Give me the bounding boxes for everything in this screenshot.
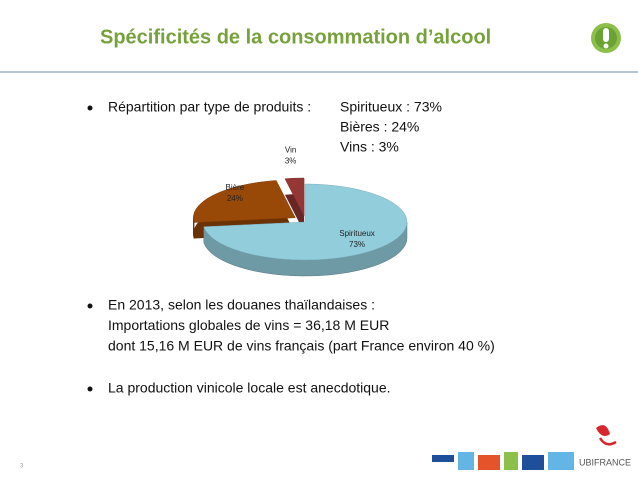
- bullet-text: En 2013, selon les douanes thaïlandaises…: [108, 297, 375, 313]
- pie-slice: [284, 177, 305, 217]
- bullet-text: La production vinicole locale est anecdo…: [108, 380, 391, 396]
- pie-label-name: Bière: [226, 183, 245, 192]
- slide-title: Spécificités de la consommation d’alcool: [100, 26, 491, 48]
- bullet-detail: Vins : 3%: [340, 139, 399, 155]
- logo-text: UBIFRANCE: [579, 457, 631, 467]
- pie-label-name: Spiritueux: [339, 229, 375, 238]
- header-logo: [591, 23, 621, 53]
- pie-chart: Bière 24% Vin 3% Spiritueux 73%: [193, 145, 408, 277]
- pie-label-value: 3%: [285, 156, 297, 165]
- bullet-detail: Spiritueux : 73%: [340, 99, 442, 115]
- bullet-list: Répartition par type de produits : Spirit…: [87, 99, 495, 396]
- bullet-dot: [87, 303, 93, 309]
- pie-slice: [203, 183, 408, 261]
- bullet-text: dont 15,16 M EUR de vins français (part …: [108, 338, 495, 354]
- footer-blocks: [432, 452, 574, 470]
- pie-label-value: 73%: [349, 240, 365, 249]
- bullet-dot: [87, 105, 93, 111]
- pie-slice: [193, 180, 296, 223]
- bullet-text: Répartition par type de produits :: [108, 99, 311, 115]
- ubifrance-logo: UBIFRANCE: [579, 425, 631, 467]
- pie-label-value: 24%: [227, 194, 243, 203]
- page-number: 3: [20, 464, 24, 470]
- bullet-text: Importations globales de vins = 36,18 M …: [108, 317, 389, 333]
- bullet-detail: Bières : 24%: [340, 119, 419, 135]
- bullet-dot: [87, 386, 93, 392]
- pie-label-name: Vin: [285, 145, 296, 154]
